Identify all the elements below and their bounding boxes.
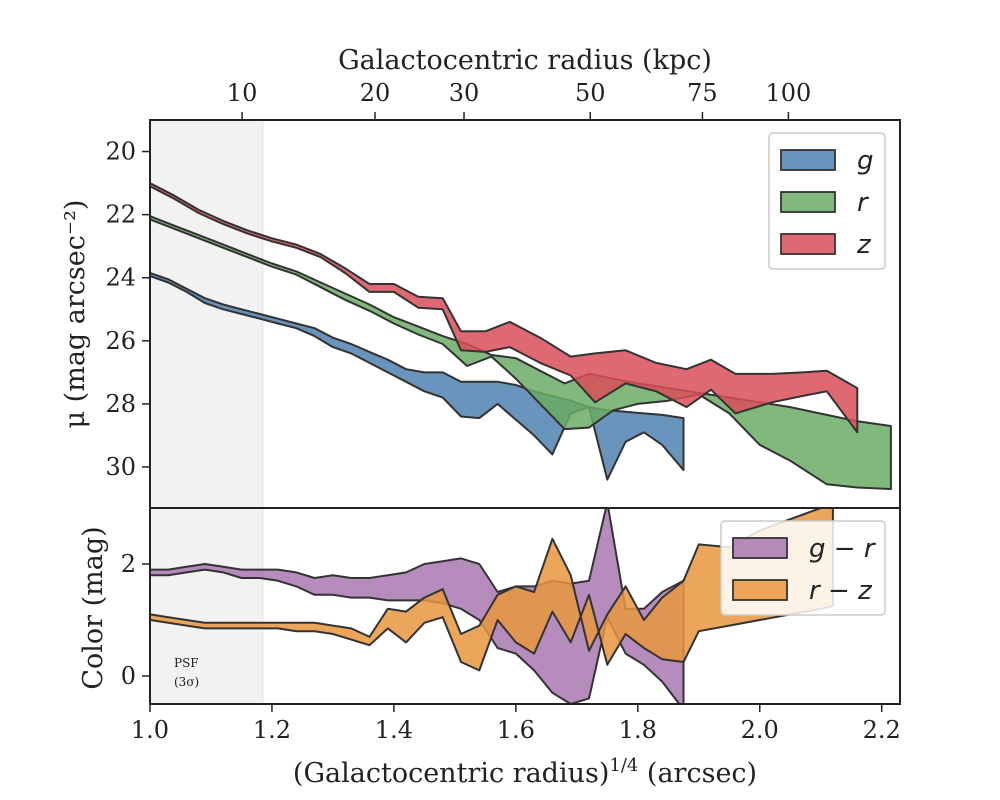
psf-annotation-line2: (3σ)	[174, 675, 199, 689]
x-tick-label: 2.0	[741, 716, 779, 744]
legend-label-r: r	[857, 188, 870, 218]
bottom-y-axis-label: Color (mag)	[78, 526, 109, 689]
psf-annotation-line1: PSF	[174, 656, 199, 670]
top-tick-label: 75	[687, 79, 718, 107]
axis-ticks: 20 22 24 26 28 30 0 2 1.0 1.2 1.4 1.6 1.8 2.0 2.2 10 20 3…	[105, 79, 900, 744]
x-axis-label: (Galactocentric radius)1/4 (arcsec)	[293, 755, 757, 789]
legend-top: grz	[768, 132, 886, 270]
band-g	[150, 272, 685, 481]
x-tick-label: 1.4	[375, 716, 413, 744]
x-tick-label: 1.6	[497, 716, 535, 744]
top-axis-label: Galactocentric radius (kpc)	[338, 45, 712, 76]
legend-label-g-r: g − r	[809, 534, 877, 564]
x-tick-label: 1.2	[253, 716, 291, 744]
legend-swatch-z	[780, 233, 836, 255]
x-tick-label: 1.8	[619, 716, 657, 744]
band-r	[150, 215, 892, 491]
color-y-tick-label: 2	[121, 550, 136, 578]
psf-region-bottom	[150, 508, 263, 704]
y-tick-label: 24	[105, 264, 136, 292]
band-z	[150, 182, 859, 434]
top-tick-label: 30	[449, 79, 480, 107]
legend-swatch-r-z	[732, 579, 788, 601]
color-y-tick-label: 0	[121, 662, 136, 690]
top-tick-label: 50	[575, 79, 606, 107]
bottom-panel-frame	[149, 507, 901, 705]
top-tick-label: 10	[227, 79, 258, 107]
x-tick-label: 1.0	[131, 716, 169, 744]
sb-bands	[150, 182, 892, 491]
y-tick-label: 26	[105, 327, 136, 355]
x-tick-label: 2.2	[863, 716, 901, 744]
y-tick-label: 20	[105, 138, 136, 166]
legend-label-g: g	[857, 146, 874, 176]
band-g-r	[150, 508, 685, 704]
legend-bottom: g − r r − z	[720, 520, 886, 616]
top-y-axis-label: μ (mag arcsec⁻²)	[60, 200, 91, 429]
legend-swatch-g-r	[732, 537, 788, 559]
y-tick-label: 22	[105, 201, 136, 229]
legend-swatch-r	[780, 191, 836, 213]
y-tick-label: 30	[105, 453, 136, 481]
top-tick-label: 100	[766, 79, 812, 107]
legend-label-z: z	[856, 230, 872, 260]
legend-swatch-g	[780, 149, 836, 171]
top-tick-label: 20	[360, 79, 391, 107]
legend-label-r-z: r − z	[809, 576, 873, 606]
y-tick-label: 28	[105, 390, 136, 418]
